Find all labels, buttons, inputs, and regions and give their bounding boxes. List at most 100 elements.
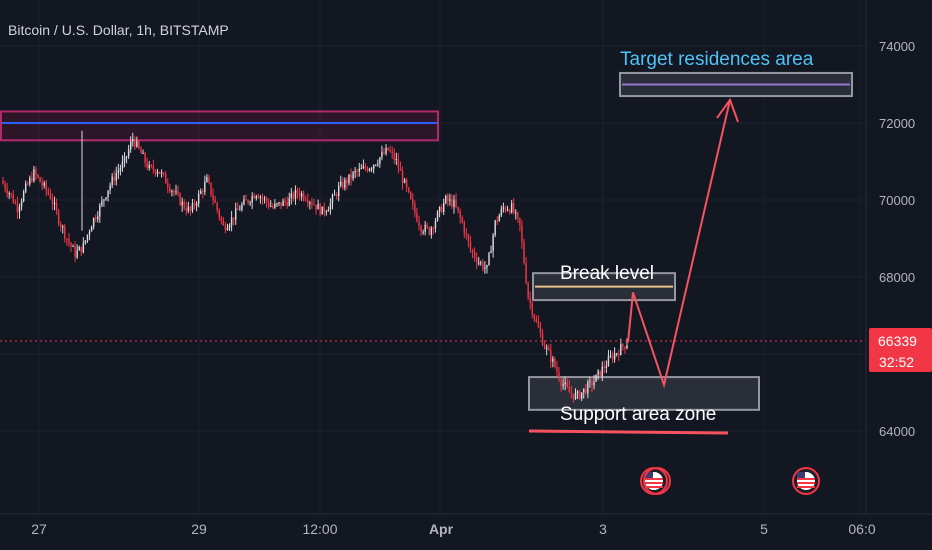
candle-body — [377, 163, 379, 165]
candle-body — [613, 353, 616, 360]
candle-body — [267, 202, 270, 207]
candle-body — [504, 207, 507, 211]
candle-body — [360, 168, 363, 170]
candle-body — [344, 179, 346, 188]
candle-body — [107, 190, 109, 198]
candle-body — [554, 358, 556, 367]
candle-body — [490, 251, 492, 253]
candle-body — [265, 198, 268, 203]
candle-body — [286, 201, 288, 206]
candle-body — [187, 206, 190, 212]
arrow-head — [716, 97, 739, 123]
candle-body — [401, 170, 404, 183]
candle-body — [607, 356, 610, 367]
candle-body — [191, 203, 194, 211]
candle-body — [88, 231, 91, 235]
candle-body — [525, 263, 527, 283]
candle-body — [521, 225, 523, 243]
candle-body — [473, 252, 476, 258]
candle-body — [325, 211, 328, 213]
candle-body — [611, 355, 614, 360]
candle-body — [517, 212, 519, 218]
candle-body — [572, 393, 575, 399]
candle-body — [294, 190, 297, 199]
candle-body — [315, 204, 317, 210]
candle-body — [274, 203, 276, 208]
x-tick-label: 3 — [599, 521, 607, 537]
candle-body — [206, 177, 208, 183]
candle-body — [8, 193, 10, 195]
candle-body — [438, 206, 441, 212]
x-tick-label: Apr — [429, 521, 454, 537]
candle-body — [208, 177, 210, 183]
candle-body — [440, 206, 443, 213]
event-marker[interactable] — [640, 467, 671, 495]
candle-body — [379, 157, 381, 164]
candle-body — [430, 227, 433, 235]
candle-body — [531, 302, 533, 315]
candle-body — [148, 165, 150, 169]
candle-body — [622, 344, 624, 347]
event-ring-stack — [643, 467, 671, 495]
candle-body — [76, 250, 78, 258]
candle-body — [212, 194, 214, 200]
candle-body — [29, 178, 31, 185]
candle-body — [45, 182, 47, 191]
candle-body — [327, 209, 330, 212]
event-marker[interactable] — [792, 467, 820, 495]
candle-body — [123, 156, 126, 162]
candle-body — [278, 202, 280, 204]
candle-body — [556, 366, 558, 373]
candle-body — [280, 202, 282, 207]
candle-body — [585, 388, 587, 394]
x-tick-label: 5 — [760, 521, 768, 537]
candle-body — [467, 234, 470, 242]
support-label: Support area zone — [560, 404, 716, 425]
drawings: Target residences area Break level Support… — [0, 49, 866, 495]
candle-body — [560, 379, 562, 386]
candle-body — [33, 169, 35, 182]
candle-body — [179, 193, 181, 206]
candle-body — [461, 217, 463, 223]
candle-body — [348, 174, 350, 184]
candle-body — [16, 203, 19, 213]
candle-body — [27, 183, 29, 185]
candle-body — [224, 225, 227, 231]
candle-body — [72, 246, 74, 248]
flag-stripe — [645, 478, 663, 480]
candle-body — [420, 225, 422, 232]
candle-body — [6, 189, 8, 194]
candle-body — [331, 195, 334, 204]
candle-body — [146, 162, 148, 169]
candle-body — [535, 318, 538, 322]
candle-body — [329, 203, 332, 210]
candle-body — [323, 206, 325, 213]
candle-body — [432, 227, 435, 229]
candle-body — [459, 210, 461, 218]
candle-body — [451, 199, 453, 207]
candle-body — [127, 149, 130, 157]
current-price-value: 66339 — [878, 333, 917, 349]
candle-body — [51, 198, 54, 205]
candle-body — [405, 179, 408, 188]
candle-body — [475, 257, 478, 263]
candle-body — [547, 347, 550, 351]
candle-body — [539, 327, 542, 334]
candle-body — [358, 168, 360, 172]
candle-body — [340, 181, 342, 186]
candle-body — [302, 193, 305, 200]
candle-body — [35, 169, 37, 175]
candle-body — [445, 195, 447, 204]
candle-body — [257, 195, 260, 199]
candle-body — [393, 152, 396, 161]
candle-body — [39, 177, 41, 183]
symbol-title[interactable]: Bitcoin / U.S. Dollar, 1h, BITSTAMP — [8, 22, 229, 38]
candle-body — [615, 353, 618, 355]
candle-body — [189, 206, 192, 211]
candle-body — [64, 226, 66, 239]
candle-body — [346, 179, 348, 184]
time-axis-bg — [0, 514, 932, 550]
current-price-tag[interactable] — [869, 327, 932, 372]
candle-body — [222, 220, 225, 226]
